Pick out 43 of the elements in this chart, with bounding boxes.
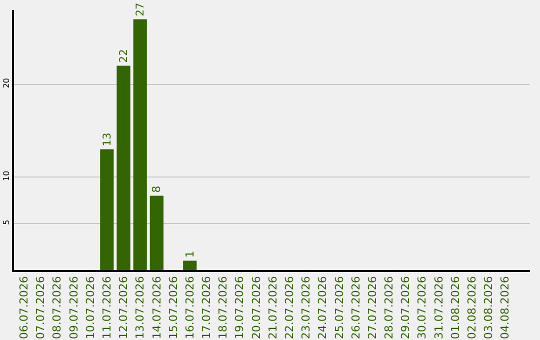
data-label: 1 [183, 250, 196, 258]
data-label: 22 [116, 49, 130, 63]
x-tick-label: 27.07.2026 [366, 276, 379, 340]
x-tick-label: 07.07.2026 [34, 276, 48, 340]
x-tick-label: 02.08.2026 [466, 276, 479, 340]
x-tick-label: 09.07.2026 [67, 276, 80, 340]
x-tick-label: 25.07.2026 [332, 276, 346, 340]
x-tick-label: 01.08.2026 [448, 276, 462, 340]
x-tick-label: 20.07.2026 [250, 276, 263, 340]
x-tick-label: 16.07.2026 [183, 276, 196, 340]
x-tick-label: 12.07.2026 [117, 276, 130, 340]
bar [100, 149, 114, 270]
x-tick-label: 28.07.2026 [382, 276, 396, 340]
data-label: 13 [100, 132, 114, 146]
y-tick-label: 20 [2, 78, 12, 88]
x-tick-label: 18.07.2026 [216, 276, 230, 340]
x-tick-label: 10.07.2026 [84, 276, 97, 340]
x-tick-label: 17.07.2026 [200, 276, 214, 340]
bar [116, 66, 130, 270]
x-tick-label: 31.07.2026 [432, 276, 446, 340]
x-tick-label: 23.07.2026 [300, 276, 313, 340]
x-tick-label: 06.07.2026 [18, 276, 31, 340]
bar [133, 19, 147, 270]
x-tick-label: 03.08.2026 [482, 276, 496, 340]
x-tick-label: 26.07.2026 [349, 276, 362, 340]
y-tick-label: 10 [2, 170, 12, 182]
x-tick-label: 11.07.2026 [100, 276, 114, 340]
x-tick-label: 13.07.2026 [134, 276, 147, 340]
x-tick-label: 22.07.2026 [282, 276, 296, 340]
x-tick-label: 21.07.2026 [266, 276, 280, 340]
x-tick-label: 14.07.2026 [150, 276, 164, 340]
x-tick-label: 15.07.2026 [166, 276, 180, 340]
x-tick-label: 30.07.2026 [416, 276, 429, 340]
bar [150, 196, 164, 270]
x-tick-label: 04.08.2026 [498, 276, 512, 340]
y-tick-label: 5 [2, 220, 12, 225]
bar [183, 260, 197, 270]
data-label: 27 [133, 2, 146, 16]
x-tick-label: 19.07.2026 [233, 276, 246, 340]
data-label: 8 [150, 186, 164, 193]
x-tick-label: 24.07.2026 [316, 276, 330, 340]
x-tick-label: 08.07.2026 [50, 276, 64, 340]
x-tick-label: 29.07.2026 [399, 276, 412, 340]
